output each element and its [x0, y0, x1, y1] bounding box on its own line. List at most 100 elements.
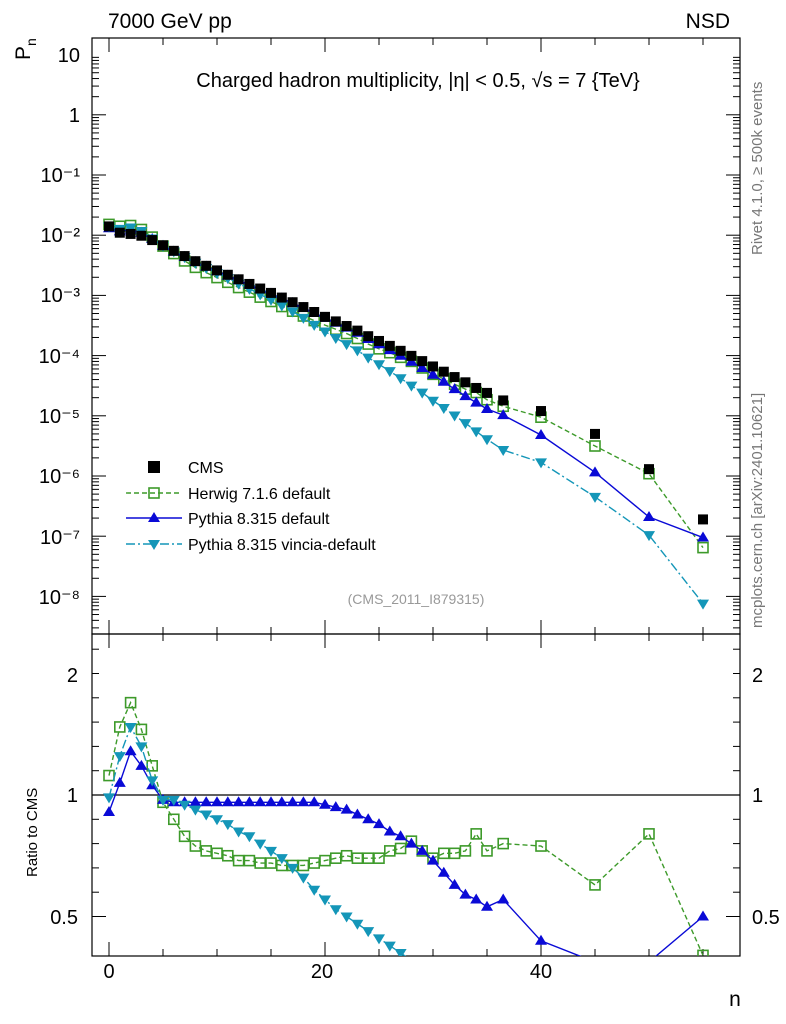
ratio-point	[362, 813, 375, 824]
data-point	[329, 333, 342, 344]
data-point	[697, 531, 709, 542]
ratio-point	[308, 796, 321, 807]
data-point	[438, 366, 449, 377]
y-axis-title-ratio: Ratio to CMS	[24, 788, 41, 877]
y-tick-label: 10⁻¹	[41, 165, 81, 187]
data-point	[275, 301, 288, 312]
data-point	[416, 361, 429, 372]
ratio-point	[135, 723, 148, 736]
ratio-point	[297, 859, 310, 872]
x-tick-label: 40	[530, 961, 552, 983]
x-tick-label: 0	[103, 961, 114, 983]
data-point	[394, 374, 407, 385]
data-point	[448, 383, 461, 394]
data-point	[266, 287, 276, 298]
ratio-point	[383, 845, 396, 857]
ratio-point	[697, 910, 709, 921]
legend: CMS Herwig 7.1.6 default Pythia 8.315 de…	[126, 460, 376, 554]
legend-label-pythia: Pythia 8.315 default	[188, 511, 330, 528]
ratio-point	[275, 796, 288, 807]
data-point	[427, 368, 439, 379]
data-point	[384, 340, 395, 351]
ratio-line	[108, 700, 704, 956]
ratio-point	[643, 956, 655, 966]
ratio-point	[114, 721, 126, 733]
data-point	[437, 375, 450, 386]
data-point	[201, 260, 212, 271]
ratio-point	[308, 857, 321, 869]
data-point	[362, 353, 375, 364]
data-point	[265, 295, 277, 306]
x-axis-title: n	[729, 988, 741, 1011]
legend-marker-cms	[148, 461, 160, 473]
data-point	[470, 396, 483, 407]
ratio-point	[394, 948, 407, 956]
ratio-point	[405, 956, 417, 966]
data-point	[222, 269, 233, 280]
data-point	[373, 360, 385, 371]
side-text-bottom: mcplots.cern.ch [arXiv:2401.10621]	[749, 393, 766, 628]
ratio-point	[535, 934, 547, 945]
ratio-point	[329, 905, 342, 916]
data-point	[643, 531, 655, 542]
data-point	[297, 313, 310, 324]
ratio-point	[275, 854, 288, 865]
x-tick-label: 20	[311, 961, 333, 983]
ratio-point	[189, 840, 202, 852]
data-point	[535, 458, 547, 469]
y-tick-label-ratio-right: 2	[752, 665, 763, 687]
ratio-point	[146, 760, 158, 772]
data-point	[363, 331, 374, 342]
ratio-point	[383, 825, 396, 836]
data-point	[535, 428, 547, 439]
ratio-point	[373, 818, 385, 829]
ratio-point	[211, 847, 223, 860]
ratio-point	[265, 846, 277, 857]
legend-marker	[148, 512, 160, 522]
data-point	[309, 306, 320, 317]
data-point	[374, 335, 384, 346]
ratio-point	[254, 839, 267, 850]
data-point	[417, 356, 428, 367]
legend-label-vincia: Pythia 8.315 vincia-default	[188, 537, 376, 554]
y-tick-label: 10⁻⁷	[40, 527, 80, 549]
data-point	[498, 395, 509, 406]
ratio-point	[459, 888, 472, 899]
legend-marker	[148, 540, 160, 550]
tick-marks	[92, 38, 740, 956]
data-point	[589, 440, 601, 452]
ratio-point	[497, 837, 510, 850]
data-point	[244, 278, 255, 289]
ratio-point	[589, 879, 601, 891]
ratio-point	[221, 820, 234, 831]
data-point	[212, 265, 222, 276]
ratio-point	[265, 796, 277, 807]
legend-label-cms: CMS	[188, 460, 224, 477]
data-point	[460, 377, 471, 388]
ratio-point	[178, 800, 191, 811]
data-point	[470, 427, 483, 438]
data-point	[448, 411, 461, 422]
ratio-point	[470, 893, 483, 904]
y-tick-label-ratio-right: 1	[752, 785, 763, 807]
data-point	[427, 396, 439, 407]
data-point	[459, 390, 472, 401]
data-point	[190, 256, 201, 267]
y-tick-label-ratio: 2	[67, 665, 78, 687]
data-point	[352, 325, 363, 336]
ratio-point	[232, 827, 245, 838]
y-tick-label: 10⁻³	[41, 285, 81, 307]
data-point	[168, 245, 179, 256]
data-point	[416, 388, 429, 399]
ratio-point	[373, 934, 385, 945]
ratio-point	[286, 863, 299, 874]
data-point	[255, 283, 266, 294]
data-point	[351, 346, 364, 357]
data-point	[395, 345, 406, 356]
ratio-point	[243, 854, 256, 867]
data-point	[147, 235, 158, 246]
data-point	[319, 327, 331, 338]
ratio-point	[135, 742, 148, 753]
ratio-point	[319, 798, 331, 809]
